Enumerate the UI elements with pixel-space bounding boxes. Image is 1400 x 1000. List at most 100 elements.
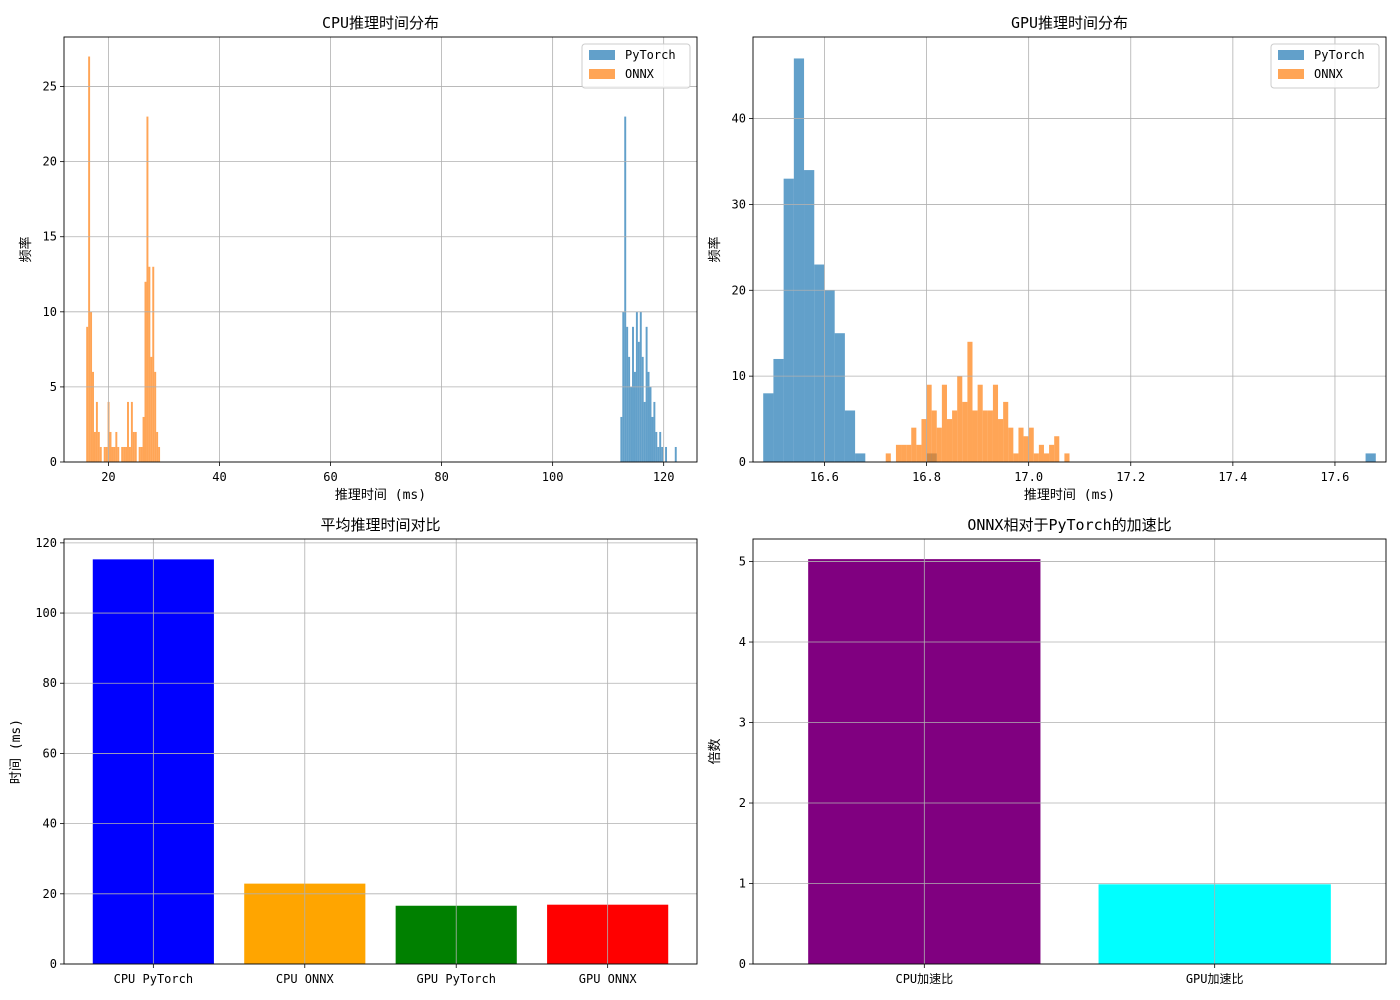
y-tick-label: 20 [43, 887, 57, 901]
hist-bar-pytorch-22 [665, 446, 668, 462]
x-tick-label: GPU ONNX [579, 972, 638, 986]
hist-bar-pytorch-4 [804, 170, 815, 462]
legend-label-onnx: ONNX [625, 67, 655, 81]
hist-bar-onnx-21 [130, 401, 133, 462]
hist-bar-onnx-7 [926, 384, 932, 462]
x-tick-label: 60 [323, 470, 337, 484]
hist-bar-pytorch-9 [855, 453, 866, 462]
hist-bar-pytorch-7 [633, 371, 636, 462]
hist-bar-onnx-1 [895, 444, 902, 462]
legend: PyTorch ONNX [1270, 43, 1380, 89]
x-tick-label: 17.0 [1014, 470, 1043, 484]
hist-bar-onnx-8 [931, 410, 937, 462]
hist-bar-pytorch-5 [630, 386, 633, 462]
hist-bar-onnx-11 [109, 431, 112, 462]
legend-swatch-pytorch [589, 50, 615, 60]
y-tick-label: 80 [43, 676, 57, 690]
hist-bar-pytorch-17 [653, 401, 656, 462]
hist-bar-onnx-6 [97, 431, 100, 462]
hist-bar-onnx-5 [95, 401, 98, 462]
hist-bar-onnx-4 [93, 431, 96, 462]
chart-panel-2: 16.6 16.8 17.0 17.2 17.4 17.6 0 10 20 30 40 GPU推理时间… [707, 14, 1387, 503]
hist-bar-onnx-22 [132, 431, 135, 462]
hist-bar-onnx-16 [121, 446, 124, 462]
hist-bar-onnx-32 [154, 371, 157, 462]
x-tick-label: CPU PyTorch [114, 972, 193, 986]
hist-bar-pytorch-11 [1365, 453, 1376, 462]
y-tick-label: 1 [739, 877, 746, 891]
legend: PyTorch ONNX [581, 43, 691, 89]
hist-bar-pytorch-7 [834, 333, 845, 462]
x-tick-label: 20 [101, 470, 115, 484]
y-tick-label: 0 [50, 957, 57, 971]
x-tick-label: 16.6 [810, 470, 839, 484]
hist-bar-onnx-26 [1023, 436, 1029, 462]
x-tick-label: 17.6 [1320, 470, 1349, 484]
y-tick-label: 60 [43, 746, 57, 760]
hist-bar-onnx-21 [998, 419, 1004, 462]
hist-bar-onnx-31 [1049, 444, 1055, 462]
hist-bar-onnx-27 [1028, 427, 1034, 462]
hist-bar-onnx-22 [1003, 401, 1009, 462]
hist-bar-onnx-15 [967, 341, 973, 462]
legend-label-onnx: ONNX [1314, 67, 1344, 81]
axes-frame [63, 36, 698, 463]
y-tick-label: 0 [739, 455, 746, 469]
hist-bar-onnx-7 [99, 446, 102, 462]
hist-bar-pytorch-0 [620, 416, 623, 462]
hist-bar-onnx-9 [936, 427, 942, 462]
x-tick-label: 17.2 [1116, 470, 1145, 484]
hist-bar-onnx-4 [911, 427, 917, 462]
hist-bar-pytorch-16 [651, 416, 654, 462]
hist-bar-onnx-20 [992, 384, 999, 462]
hist-bar-onnx-19 [987, 410, 993, 462]
hist-bar-pytorch-19 [657, 446, 660, 462]
hist-bar-onnx-31 [152, 266, 155, 462]
chart-panel-3: CPU PyTorch CPU ONNX GPU PyTorch GPU ONNX 0 2… [9, 516, 698, 986]
hist-bar-onnx-5 [916, 444, 922, 462]
hist-bar-onnx-29 [148, 266, 151, 462]
hist-bar-onnx-32 [1054, 436, 1060, 462]
legend-swatch-onnx [1278, 69, 1304, 79]
hist-bar-onnx-18 [125, 446, 128, 462]
axes-frame [63, 538, 698, 965]
hist-bar-pytorch-2 [783, 178, 794, 463]
x-tick-label: 100 [542, 470, 564, 484]
x-tick-label: 120 [653, 470, 675, 484]
hist-bar-onnx-30 [1043, 453, 1050, 462]
y-tick-label: 0 [50, 455, 57, 469]
x-tick-label: CPU ONNX [276, 972, 335, 986]
legend-swatch-pytorch [1278, 50, 1304, 60]
hist-bar-onnx-20 [128, 446, 131, 462]
hist-bar-onnx-14 [962, 401, 968, 462]
hist-bar-onnx-6 [921, 419, 927, 462]
hist-bar-onnx-28 [146, 116, 149, 462]
hist-bar-onnx-16 [972, 410, 978, 462]
hist-bar-onnx-1 [88, 56, 91, 463]
y-tick-label: 120 [35, 536, 57, 550]
hist-bar-pytorch-0 [763, 393, 774, 462]
hist-bar-onnx-13 [113, 446, 116, 462]
hist-bar-pytorch-15 [649, 386, 652, 462]
hist-bar-onnx-14 [115, 431, 118, 462]
y-tick-label: 30 [732, 197, 746, 211]
x-tick-label: 17.4 [1218, 470, 1247, 484]
chart-title: CPU推理时间分布 [322, 14, 439, 32]
hist-bar-pytorch-3 [793, 58, 805, 463]
hist-bar-onnx-24 [138, 446, 141, 462]
chart-title: GPU推理时间分布 [1011, 14, 1128, 32]
hist-bar-onnx-33 [1064, 453, 1070, 462]
hist-bar-pytorch-8 [844, 410, 856, 462]
axes-frame [752, 36, 1387, 463]
y-tick-label: 40 [43, 817, 57, 831]
hist-bar-onnx-15 [117, 446, 120, 462]
hist-bar-onnx-17 [977, 384, 983, 462]
legend-label-pytorch: PyTorch [1314, 48, 1365, 62]
y-tick-label: 100 [35, 606, 57, 620]
hist-bar-onnx-18 [982, 410, 988, 462]
x-axis-label: 推理时间 (ms) [1024, 488, 1115, 503]
hist-bar-pytorch-4 [628, 356, 631, 462]
